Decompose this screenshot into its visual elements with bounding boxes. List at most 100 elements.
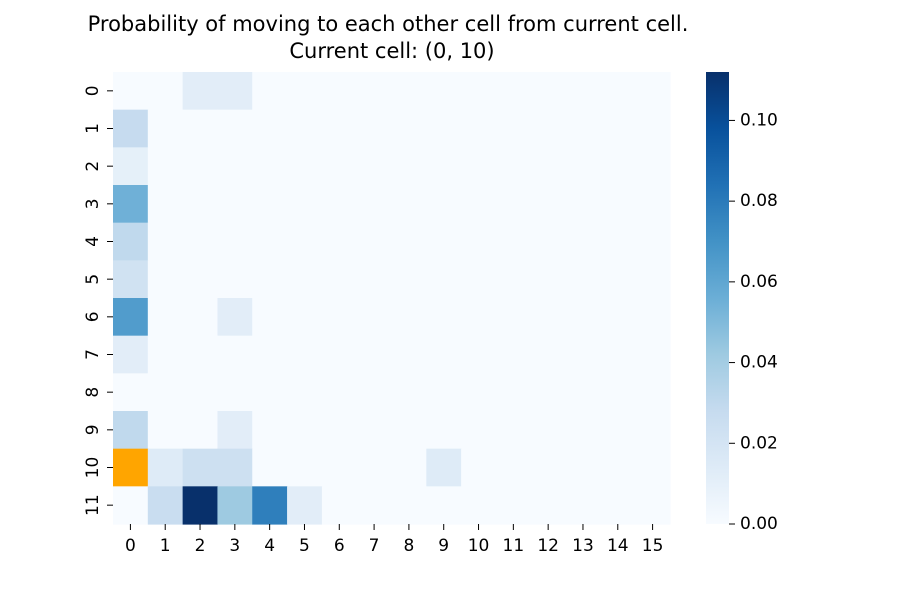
heatmap-cell-r0-c4: [252, 72, 288, 111]
heatmap-cell-r5-c13: [565, 260, 601, 299]
heatmap-cell-r11-c4: [252, 486, 288, 525]
heatmap-cell-r0-c15: [635, 72, 671, 111]
x-tick-label: 4: [264, 536, 275, 556]
heatmap-cell-r5-c8: [391, 260, 427, 299]
heatmap-cell-r8-c10: [461, 373, 497, 412]
heatmap-cell-r8-c15: [635, 373, 671, 412]
heatmap-cell-r10-c12: [530, 448, 567, 487]
heatmap-cell-r1-c12: [530, 109, 567, 148]
heatmap-cell-r4-c13: [565, 222, 601, 261]
heatmap-cell-r4-c6: [321, 222, 358, 261]
y-tick-label: 6: [83, 311, 103, 322]
colorbar-tick-label: 0.10: [740, 110, 778, 130]
y-tick-label: 1: [83, 123, 103, 134]
heatmap-cell-r0-c8: [391, 72, 427, 111]
heatmap-cell-r10-c10: [461, 448, 497, 487]
heatmap-cell-r2-c2: [182, 147, 219, 186]
heatmap-cell-r8-c11: [495, 373, 532, 412]
heatmap-cell-r1-c1: [147, 109, 184, 148]
heatmap-cell-r11-c2: [182, 486, 219, 525]
heatmap-cell-r0-c12: [530, 72, 567, 111]
colorbar: [706, 72, 729, 524]
heatmap-cell-r2-c5: [287, 147, 323, 186]
heatmap-cell-r6-c13: [565, 298, 601, 337]
heatmap-cell-r7-c12: [530, 335, 567, 374]
heatmap-cell-r10-c5: [287, 448, 323, 487]
heatmap-cell-r6-c14: [600, 298, 636, 337]
heatmap-cell-r4-c4: [252, 222, 288, 261]
y-tick-label: 5: [83, 274, 103, 285]
heatmap-cell-r4-c1: [147, 222, 184, 261]
heatmap-cell-r3-c10: [461, 185, 497, 224]
heatmap-cell-r5-c15: [635, 260, 671, 299]
y-tick-label: 9: [83, 424, 103, 435]
heatmap-cells: [113, 72, 671, 525]
x-axis-ticks: 0 1 2 3 4 5 6 7 8 9 10 11 12 13 14 15: [125, 524, 663, 556]
heatmap-cell-r10-c1: [147, 448, 184, 487]
heatmap-cell-r5-c10: [461, 260, 497, 299]
heatmap-cell-r11-c10: [461, 486, 497, 525]
heatmap-cell-r11-c9: [426, 486, 462, 525]
heatmap-cell-r3-c4: [252, 185, 288, 224]
x-tick-label: 6: [334, 536, 345, 556]
heatmap-cell-r3-c13: [565, 185, 601, 224]
heatmap-cell-r3-c1: [147, 185, 184, 224]
heatmap-cell-r6-c1: [147, 298, 184, 337]
heatmap-cell-r8-c12: [530, 373, 567, 412]
heatmap-cell-r2-c11: [495, 147, 532, 186]
y-tick-label: 4: [83, 236, 103, 247]
heatmap-cell-r2-c1: [147, 147, 184, 186]
heatmap-cell-r8-c1: [147, 373, 184, 412]
colorbar-tick-label: 0.06: [740, 272, 778, 292]
heatmap-cell-r7-c2: [182, 335, 219, 374]
heatmap-cell-r1-c6: [321, 109, 358, 148]
heatmap-cell-r2-c7: [356, 147, 393, 186]
heatmap-cell-r5-c7: [356, 260, 393, 299]
heatmap-cell-r0-c10: [461, 72, 497, 111]
heatmap-cell-r7-c9: [426, 335, 462, 374]
heatmap-cell-r7-c7: [356, 335, 393, 374]
heatmap-cell-r10-c11: [495, 448, 532, 487]
heatmap-cell-r9-c4: [252, 411, 288, 450]
heatmap-cell-r1-c11: [495, 109, 532, 148]
heatmap-cell-r5-c2: [182, 260, 219, 299]
heatmap-cell-r1-c2: [182, 109, 219, 148]
y-tick-label: 3: [83, 198, 103, 209]
heatmap-cell-r6-c11: [495, 298, 532, 337]
heatmap-cell-r8-c4: [252, 373, 288, 412]
heatmap-cell-r10-c13: [565, 448, 601, 487]
heatmap-cell-r3-c3: [217, 185, 253, 224]
heatmap-cell-r6-c8: [391, 298, 427, 337]
heatmap-cell-r4-c7: [356, 222, 393, 261]
x-tick-label: 9: [438, 536, 449, 556]
heatmap-cell-r11-c1: [147, 486, 184, 525]
heatmap-cell-r9-c3: [217, 411, 253, 450]
heatmap-cell-r7-c13: [565, 335, 601, 374]
x-tick-label: 15: [642, 536, 664, 556]
heatmap-cell-r10-c6: [321, 448, 358, 487]
heatmap-cell-r8-c9: [426, 373, 462, 412]
heatmap-cell-r4-c3: [217, 222, 253, 261]
heatmap-cell-r4-c5: [287, 222, 323, 261]
heatmap-cell-r10-c2: [182, 448, 219, 487]
x-tick-label: 10: [468, 536, 490, 556]
heatmap-cell-r8-c14: [600, 373, 636, 412]
heatmap-cell-r3-c0: [113, 185, 149, 224]
heatmap-cell-r11-c7: [356, 486, 393, 525]
colorbar-tick-label: 0.04: [740, 353, 778, 373]
heatmap-cell-r5-c6: [321, 260, 358, 299]
heatmap-cell-r1-c7: [356, 109, 393, 148]
heatmap-cell-r10-c15: [635, 448, 671, 487]
heatmap-cell-r9-c2: [182, 411, 219, 450]
heatmap-cell-r2-c3: [217, 147, 253, 186]
heatmap-cell-r1-c13: [565, 109, 601, 148]
heatmap-cell-r3-c2: [182, 185, 219, 224]
heatmap-cell-r8-c13: [565, 373, 601, 412]
heatmap-cell-r5-c1: [147, 260, 184, 299]
heatmap-cell-r3-c14: [600, 185, 636, 224]
heatmap-cell-r11-c8: [391, 486, 427, 525]
heatmap-cell-r9-c11: [495, 411, 532, 450]
heatmap-cell-r11-c11: [495, 486, 532, 525]
heatmap-cell-r2-c15: [635, 147, 671, 186]
